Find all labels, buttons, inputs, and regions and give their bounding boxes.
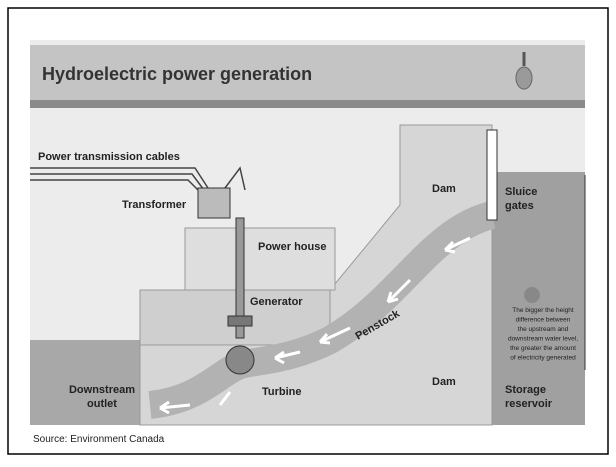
label-storage-reservoir: reservoir [505,398,553,410]
label-downstream-outlet: Downstream [69,384,135,396]
label-dam-upper: Dam [432,183,456,195]
label-power-house: Power house [258,241,326,253]
diagram: Hydroelectric power generation Source: E… [0,0,616,462]
sluice-gate [487,130,497,220]
turbine [226,346,254,374]
label-note: difference between [516,317,571,324]
label-generator: Generator [250,296,303,308]
label-dam-lower: Dam [432,376,456,388]
banner-shadow [30,100,585,108]
note-icon [524,287,540,303]
label-note: downstream water level, [508,336,578,343]
label-note: of electricity generated [510,355,576,362]
source: Source: Environment Canada [33,434,165,445]
transformer [198,188,230,218]
power-house [185,228,335,290]
label-sluice-gates: Sluice [505,186,537,198]
label-note: The bigger the height [512,307,574,314]
label-note: the upstream and [518,326,569,333]
label-storage-reservoir: Storage [505,384,546,396]
label-sluice-gates: gates [505,200,534,212]
label-downstream-outlet: outlet [87,398,117,410]
generator [228,316,252,326]
label-note: the greater the amount [510,345,576,352]
label-transformer: Transformer [122,199,187,211]
label-turbine: Turbine [262,386,302,398]
bulb-icon [516,67,532,89]
label-cables: Power transmission cables [38,151,180,163]
title: Hydroelectric power generation [42,64,312,84]
